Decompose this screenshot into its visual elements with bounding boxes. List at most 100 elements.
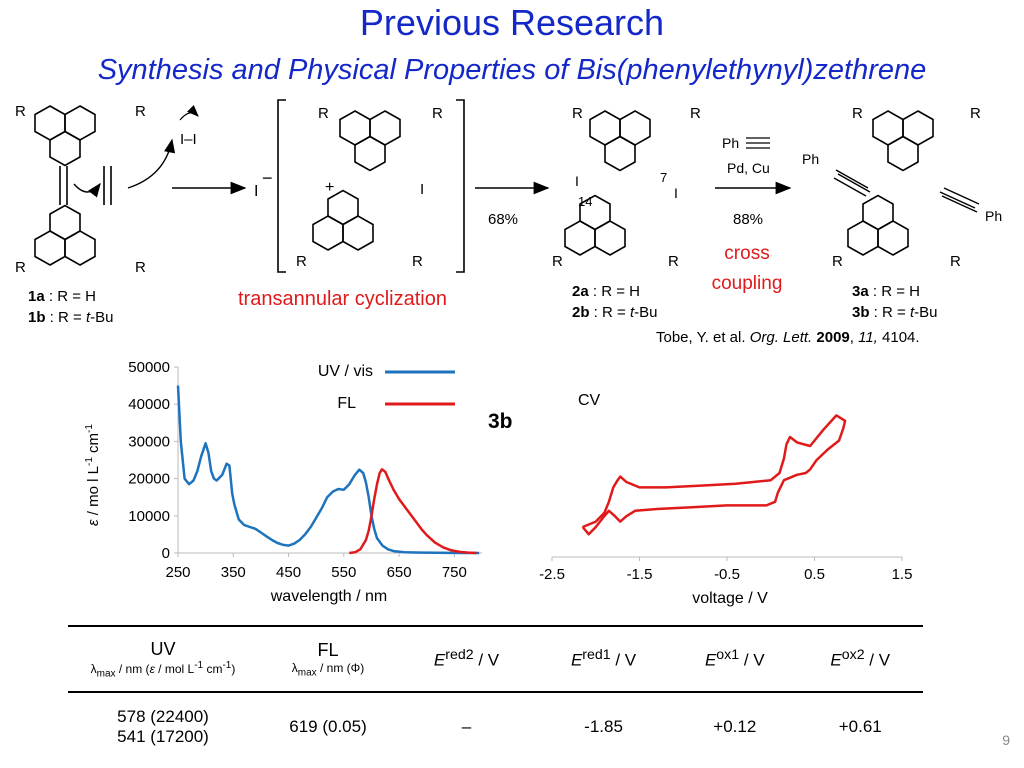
header-uv-main: UV	[150, 638, 176, 659]
uv-x-tick-label: 550	[331, 564, 356, 581]
cell-eox2: +0.61	[838, 716, 882, 736]
position-14: 14	[578, 194, 592, 209]
uv-fl-chart: 0 10000 20000 30000 40000 50000 250 350 450 550 65…	[84, 359, 482, 605]
slide-title: Previous Research	[359, 2, 665, 43]
cv-x-tick-label: -0.5	[714, 566, 740, 583]
reaction-scheme: R R R R I–I I − R R R R + I 68% R R R R …	[15, 99, 1002, 294]
header-uv: UV λmax / nm (ε / mol L-1 cm-1)	[68, 626, 258, 692]
compound-1b-text: : R =	[45, 309, 86, 326]
r-label: R	[950, 253, 961, 270]
header-eox2: Eox2 / V	[830, 647, 891, 670]
table-row: 578 (22400) 541 (17200) 619 (0.05) – -1.8…	[68, 692, 923, 760]
header-fl-sub: λmax / nm (Φ)	[291, 660, 365, 679]
t-italic: t	[909, 304, 915, 321]
minus-charge: −	[262, 168, 273, 188]
iodine-label: I	[674, 185, 678, 201]
reference-pages: 4104.	[877, 329, 920, 346]
slide-subtitle: Synthesis and Physical Properties of Bis…	[97, 54, 927, 86]
reference-authors: Tobe, Y. et al.	[656, 329, 750, 346]
compound-3a-num: 3a	[852, 283, 869, 300]
iodine-label: I	[420, 181, 424, 198]
cell-uv: 578 (22400) 541 (17200)	[117, 706, 209, 746]
reference-journal: Org. Lett.	[749, 329, 813, 346]
compound-2a-text: : R = H	[588, 283, 640, 300]
header-ered1: Ered1 / V	[570, 647, 637, 670]
r-label: R	[15, 103, 26, 120]
compound-2b-text: : R =	[589, 304, 630, 321]
uv-y-tick-label: 20000	[128, 471, 170, 488]
header-ered2: Ered2 / V	[433, 647, 500, 670]
header-eox1: Eox1 / V	[704, 647, 765, 670]
reference-year: 2009	[816, 329, 850, 346]
cv-x-tick-label: -1.5	[627, 566, 653, 583]
cell-ered2: –	[461, 716, 472, 736]
legend-fl-label: FL	[337, 395, 356, 412]
compound-1a-text: : R = H	[44, 288, 96, 305]
r-label: R	[296, 253, 307, 270]
ylabel-eps: ε	[85, 519, 102, 526]
uv-ylabel: ε / mo l L-1 cm-1	[84, 424, 102, 526]
r-label: R	[832, 253, 843, 270]
r-label: R	[970, 105, 981, 122]
cross-coupling-label-2: coupling	[712, 273, 783, 294]
fl-line	[349, 468, 477, 555]
page-number: 9	[1002, 732, 1010, 748]
uv-x-tick-label: 350	[221, 564, 246, 581]
r-label: R	[412, 253, 423, 270]
reagent-ph: Ph	[722, 135, 739, 151]
cv-chart: -2.5 -1.5 -0.5 0.5 1.5 CV voltage / V	[539, 392, 913, 607]
uv-x-tick-label: 450	[276, 564, 301, 581]
ph-label: Ph	[802, 151, 819, 167]
compound-3b-suffix: -Bu	[914, 304, 938, 321]
uv-y-tick-label: 40000	[128, 396, 170, 413]
r-label: R	[15, 259, 26, 276]
r-label: R	[318, 105, 329, 122]
compound-2a-num: 2a	[572, 283, 589, 300]
compound-1b-num: 1b	[28, 309, 46, 326]
compound-1-structure	[34, 104, 199, 266]
cv-x-tick-label: -2.5	[539, 566, 565, 583]
header-uv-sub: λmax / nm (ε / mol L-1 cm-1)	[90, 659, 236, 680]
uv-xlabel: wavelength / nm	[270, 588, 388, 605]
cv-x-tick-label: 1.5	[892, 566, 913, 583]
t-italic: t	[85, 309, 91, 326]
cell-eox1: +0.12	[713, 716, 757, 736]
cross-coupling-label-1: cross	[724, 243, 769, 264]
position-7: 7	[660, 170, 667, 185]
iodine-label: I	[575, 173, 579, 189]
cell-fl: 619 (0.05)	[289, 716, 367, 736]
ylabel-cm: cm	[85, 433, 102, 457]
compound-3-labels: 3a : R = H 3b : R = t-Bu	[852, 281, 937, 323]
r-label: R	[572, 105, 583, 122]
ph-label: Ph	[985, 208, 1002, 224]
t-italic: t	[629, 304, 635, 321]
uv-vis-line	[176, 385, 480, 555]
r-label: R	[852, 105, 863, 122]
cell-ered1: -1.85	[584, 716, 623, 736]
reference-volume: 11,	[858, 329, 878, 346]
compound-3a-text: : R = H	[868, 283, 920, 300]
uv-x-tick-label: 650	[387, 564, 412, 581]
ylabel-mid: / mo l L	[85, 466, 102, 519]
ylabel-sup2: -1	[84, 424, 95, 433]
legend-uv-label: UV / vis	[318, 363, 373, 380]
cv-xlabel: voltage / V	[692, 590, 768, 607]
compound-3-structure	[833, 110, 980, 256]
compound-1b-suffix: -Bu	[90, 309, 114, 326]
properties-table: UV λmax / nm (ε / mol L-1 cm-1) FL λmax …	[68, 625, 923, 760]
reference: Tobe, Y. et al. Org. Lett. 2009, 11, 410…	[656, 329, 920, 346]
conditions: Pd, Cu	[727, 160, 770, 176]
ylabel-sup1: -1	[84, 457, 95, 466]
r-label: R	[552, 253, 563, 270]
cv-series-lines	[581, 414, 847, 536]
r-label: R	[432, 105, 443, 122]
r-label: R	[135, 259, 146, 276]
compound-3b-label: 3b	[488, 410, 513, 433]
uv-y-tick-label: 0	[162, 545, 170, 562]
compound-1a-num: 1a	[28, 288, 45, 305]
cv-axes	[551, 556, 903, 561]
header-fl-main: FL	[317, 639, 339, 660]
yield-1: 68%	[488, 211, 518, 228]
uv-x-tick-label: 250	[165, 564, 190, 581]
iodide-anion: I	[254, 183, 258, 200]
